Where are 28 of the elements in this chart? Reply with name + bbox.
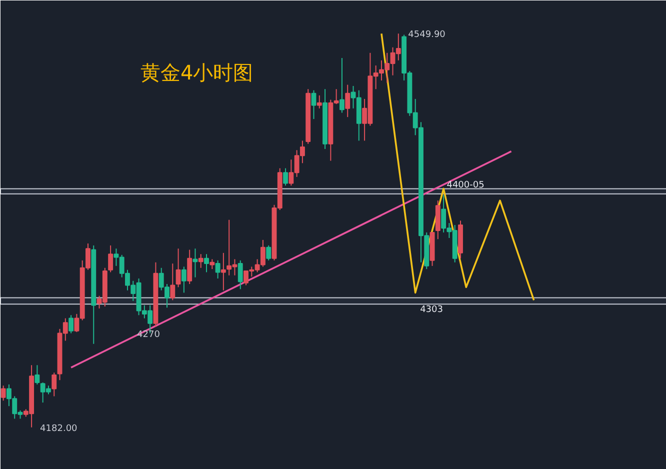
candlestick (345, 84, 350, 118)
candlestick (238, 260, 243, 290)
candlestick (181, 266, 186, 294)
candlestick (176, 248, 181, 288)
candlestick (192, 248, 198, 278)
annotation: 4270 (137, 330, 160, 340)
candlestick (68, 314, 74, 334)
annotation: 4549.90 (408, 30, 446, 40)
candlestick (210, 258, 215, 270)
band-label: 4303 (420, 305, 443, 316)
candlestick (311, 90, 316, 120)
text: 黄金4小时图 (140, 60, 254, 84)
annotation: 4182.00 (40, 424, 78, 434)
candlestick (220, 252, 226, 291)
candlestick (108, 244, 114, 273)
candlestick (339, 57, 344, 114)
candlestick (316, 94, 322, 109)
band-label: 4400-05 (446, 180, 484, 191)
candlestick (34, 364, 40, 385)
candlestick (187, 249, 192, 285)
candlestick (52, 372, 57, 397)
candlestick (283, 168, 288, 186)
candlestick (215, 260, 220, 280)
candlestick (198, 254, 204, 268)
candlestick (170, 263, 176, 301)
candlestick (0, 385, 6, 402)
candlestick (204, 254, 209, 273)
candlestick (266, 244, 272, 261)
